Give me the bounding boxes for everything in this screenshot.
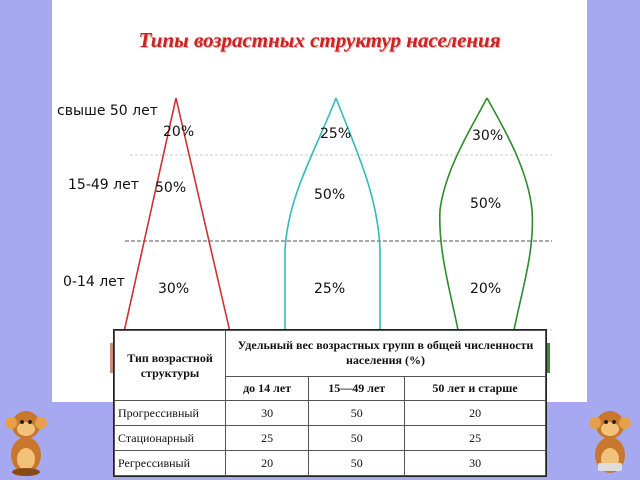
- cell-young: 30: [224, 400, 310, 427]
- row-name: Прогрессивный: [114, 400, 226, 427]
- pyramid-stationary-young: 25%: [314, 281, 346, 297]
- pyramid-regressive-middle: 50%: [470, 196, 502, 212]
- pyramid-stationary: [284, 97, 381, 330]
- subheader-young: до 14 лет: [224, 375, 310, 402]
- cell-young: 25: [224, 425, 310, 452]
- header-share: Удельный вес возрастных групп в общей чи…: [225, 330, 546, 377]
- table-row: Регрессивный 20 50 30: [114, 450, 546, 476]
- header-type: Тип возрастной структуры: [114, 329, 226, 402]
- pyramid-regressive: [438, 97, 534, 331]
- monkey-icon: [5, 411, 47, 476]
- pyramid-progressive: [123, 97, 231, 333]
- pyramid-stationary-middle: 50%: [314, 187, 346, 203]
- table-header-row: Тип возрастной структуры Удельный вес во…: [114, 329, 546, 402]
- age-structure-table: Тип возрастной структуры Удельный вес во…: [113, 329, 547, 477]
- cell-middle: 50: [308, 400, 406, 427]
- monkey-icon: [589, 411, 631, 473]
- age-label-young: 0-14 лет: [63, 274, 125, 290]
- age-label-old: свыше 50 лет: [57, 103, 158, 119]
- table-subheader-row: до 14 лет 15—49 лет 50 лет и старше: [115, 375, 546, 402]
- row-name: Стационарный: [114, 425, 226, 452]
- cell-middle: 50: [308, 425, 406, 452]
- slide-title: Типы возрастных структур населения: [138, 28, 501, 52]
- pyramid-regressive-old: 30%: [472, 128, 504, 144]
- pyramid-progressive-young: 30%: [158, 281, 190, 297]
- pyramid-progressive-old: 20%: [163, 124, 195, 140]
- cell-old: 30: [404, 450, 546, 476]
- subheader-middle: 15—49 лет: [308, 375, 406, 402]
- cell-young: 20: [224, 450, 310, 476]
- pyramid-regressive-young: 20%: [470, 281, 502, 297]
- table-row: Стационарный 25 50 25: [114, 425, 546, 452]
- pyramid-stationary-old: 25%: [320, 126, 352, 142]
- pyramid-progressive-middle: 50%: [155, 180, 187, 196]
- table-row: Прогрессивный 30 50 20: [114, 400, 546, 427]
- cell-old: 25: [404, 425, 546, 452]
- age-label-middle: 15-49 лет: [68, 177, 139, 193]
- cell-old: 20: [404, 400, 546, 427]
- cell-middle: 50: [308, 450, 406, 476]
- subheader-old: 50 лет и старше: [404, 375, 546, 402]
- row-name: Регрессивный: [114, 450, 226, 476]
